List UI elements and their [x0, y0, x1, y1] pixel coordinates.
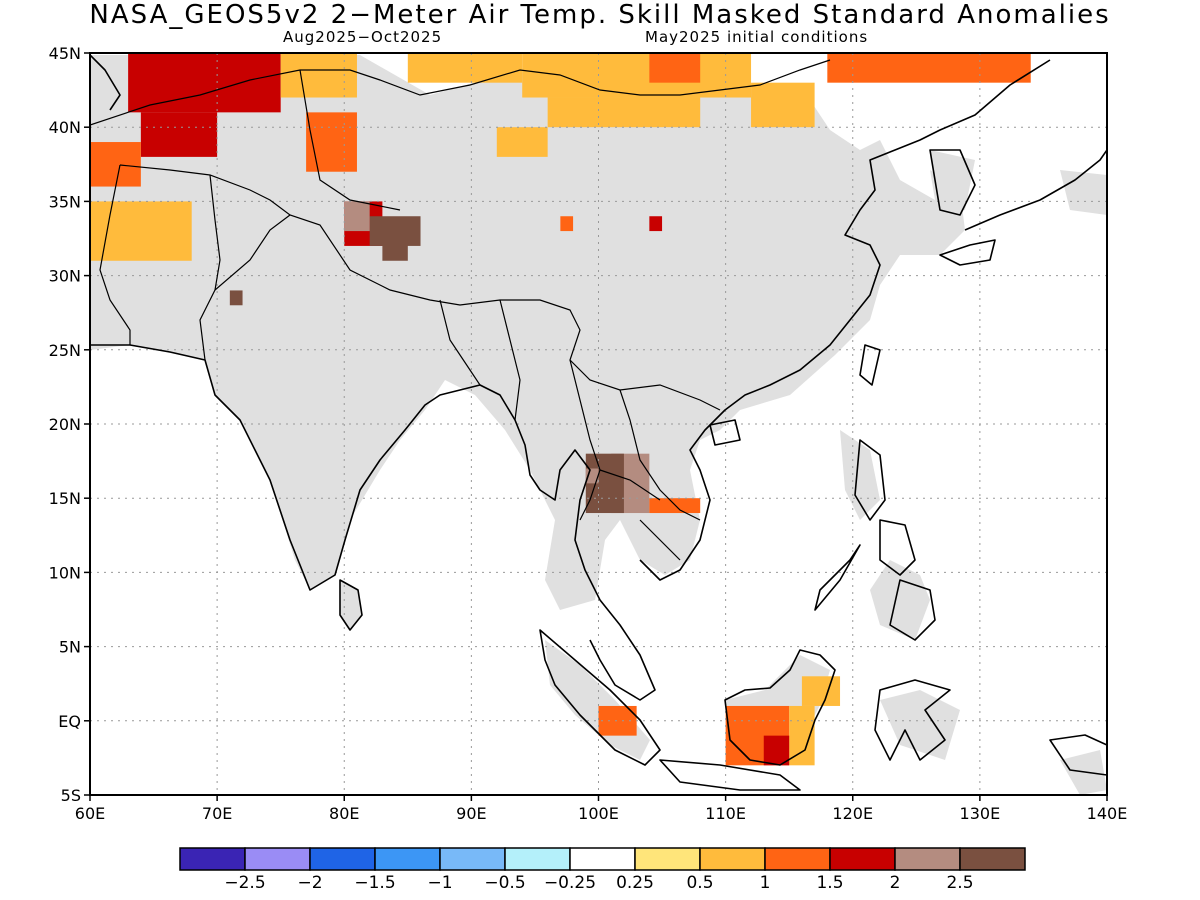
latitude-labels: 45N 40N 35N 30N 25N 20N 15N 10N 5N EQ 5S: [49, 44, 81, 805]
colorbar-label: −2: [297, 873, 322, 893]
anomaly-cell: [382, 231, 408, 261]
anomaly-cell: [547, 97, 701, 128]
anomaly-cell: [229, 290, 243, 306]
lon-label: 80E: [329, 804, 359, 823]
anomaly-cell: [827, 53, 1031, 83]
lat-label: 5N: [59, 638, 81, 657]
colorbar-swatch: [179, 847, 246, 871]
colorbar-label: 2: [890, 873, 901, 893]
lon-label: 60E: [75, 804, 105, 823]
colorbar-swatch: [244, 847, 311, 871]
colorbar-label: 0.5: [686, 873, 713, 893]
colorbar-swatch: [439, 847, 506, 871]
colorbar-label: 2.5: [946, 873, 973, 893]
lat-label: 10N: [49, 563, 81, 582]
lat-label: 45N: [49, 44, 81, 63]
lat-label: 20N: [49, 415, 81, 434]
anomaly-cell: [128, 53, 281, 113]
lon-label: 120E: [832, 804, 873, 823]
anomaly-cell: [90, 142, 141, 187]
colorbar-swatch: [569, 847, 636, 871]
colorbar-swatch: [894, 847, 961, 871]
initial-conditions: May2025 initial conditions: [645, 28, 869, 46]
colorbar-swatch: [504, 847, 571, 871]
anomaly-cell: [90, 201, 192, 261]
colorbar: [179, 847, 1026, 871]
lon-label: 100E: [578, 804, 619, 823]
anomaly-cell: [344, 201, 370, 232]
colorbar-label: −0.25: [544, 873, 596, 893]
lat-label: EQ: [58, 712, 81, 731]
colorbar-label: 1.5: [816, 873, 843, 893]
colorbar-swatch: [764, 847, 831, 871]
anomaly-cell: [496, 127, 548, 157]
lon-label: 90E: [456, 804, 486, 823]
lat-label: 35N: [49, 192, 81, 211]
lat-label: 5S: [61, 786, 81, 805]
anomaly-cell: [801, 676, 841, 706]
graticule: [90, 53, 1107, 795]
anomaly-cell: [751, 82, 815, 128]
colorbar-label: −2.5: [224, 873, 265, 893]
coastlines: [90, 54, 1107, 791]
map-title: NASA_GEOS5v2 2−Meter Air Temp. Skill Mas…: [89, 0, 1111, 30]
forecast-period: Aug2025−Oct2025: [283, 28, 443, 46]
borders: [90, 59, 831, 561]
colorbar-label: −0.5: [484, 873, 525, 893]
colorbar-swatch: [829, 847, 896, 871]
lat-label: 40N: [49, 118, 81, 137]
anomaly-cell: [280, 53, 357, 98]
lon-label: 130E: [960, 804, 1001, 823]
anomaly-cell: [763, 735, 790, 766]
colorbar-labels: −2.5 −2 −1.5 −1 −0.5 −0.25 0.25 0.5 1 1.5 2 2.5: [224, 873, 973, 893]
lon-label: 70E: [202, 804, 232, 823]
anomaly-cell: [649, 53, 701, 83]
lat-label: 25N: [49, 341, 81, 360]
longitude-labels: 60E 70E 80E 90E 100E 110E 120E 130E 140E: [75, 804, 1128, 823]
colorbar-label: −1.5: [354, 873, 395, 893]
lon-label: 110E: [705, 804, 746, 823]
lon-label: 140E: [1087, 804, 1128, 823]
colorbar-label: −1: [427, 873, 452, 893]
lat-label: 15N: [49, 489, 81, 508]
colorbar-swatch: [634, 847, 701, 871]
anomaly-cell: [306, 112, 357, 172]
anomaly-cell: [560, 216, 574, 232]
anomaly-cell: [140, 112, 218, 157]
anomaly-cell: [407, 53, 523, 83]
colorbar-label: 0.25: [616, 873, 654, 893]
colorbar-swatch: [374, 847, 441, 871]
colorbar-swatch: [699, 847, 766, 871]
lat-label: 30N: [49, 267, 81, 286]
colorbar-swatch: [959, 847, 1026, 871]
colorbar-swatch: [309, 847, 376, 871]
colorbar-label: 1: [760, 873, 771, 893]
anomaly-cell: [649, 216, 663, 232]
